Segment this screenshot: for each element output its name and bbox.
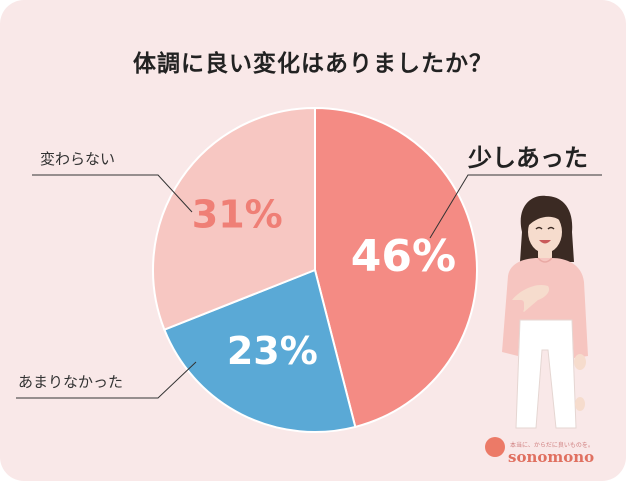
leader-line-sukoshi [429,174,602,239]
pie-slice-0 [314,106,478,429]
logo-tagline: 本当に、からだに良いものを。 [510,442,594,449]
chart-title: 体調に良い変化はありましたか？ [133,51,493,77]
leader-line-kawaranai [32,174,193,213]
category-label-sukoshi: 少しあった [467,144,588,172]
pie-slice-2 [152,106,316,331]
pie-slices [152,106,478,433]
category-label-kawaranai: 変わらない [40,150,115,168]
category-label-amari: あまりなかった [18,373,123,391]
leader-line-amari [16,361,197,399]
slice-value-label-1: 23% [227,329,318,373]
logo-name: sonomono [508,448,595,466]
slice-value-label-2: 31% [192,193,283,237]
slice-value-label-0: 46% [351,231,456,282]
woman-illustration [502,195,588,429]
pie-value-labels: 46% 23% 31% [192,193,456,374]
pie-slice-1 [163,268,357,433]
sonomono-logo-icon [485,437,505,457]
